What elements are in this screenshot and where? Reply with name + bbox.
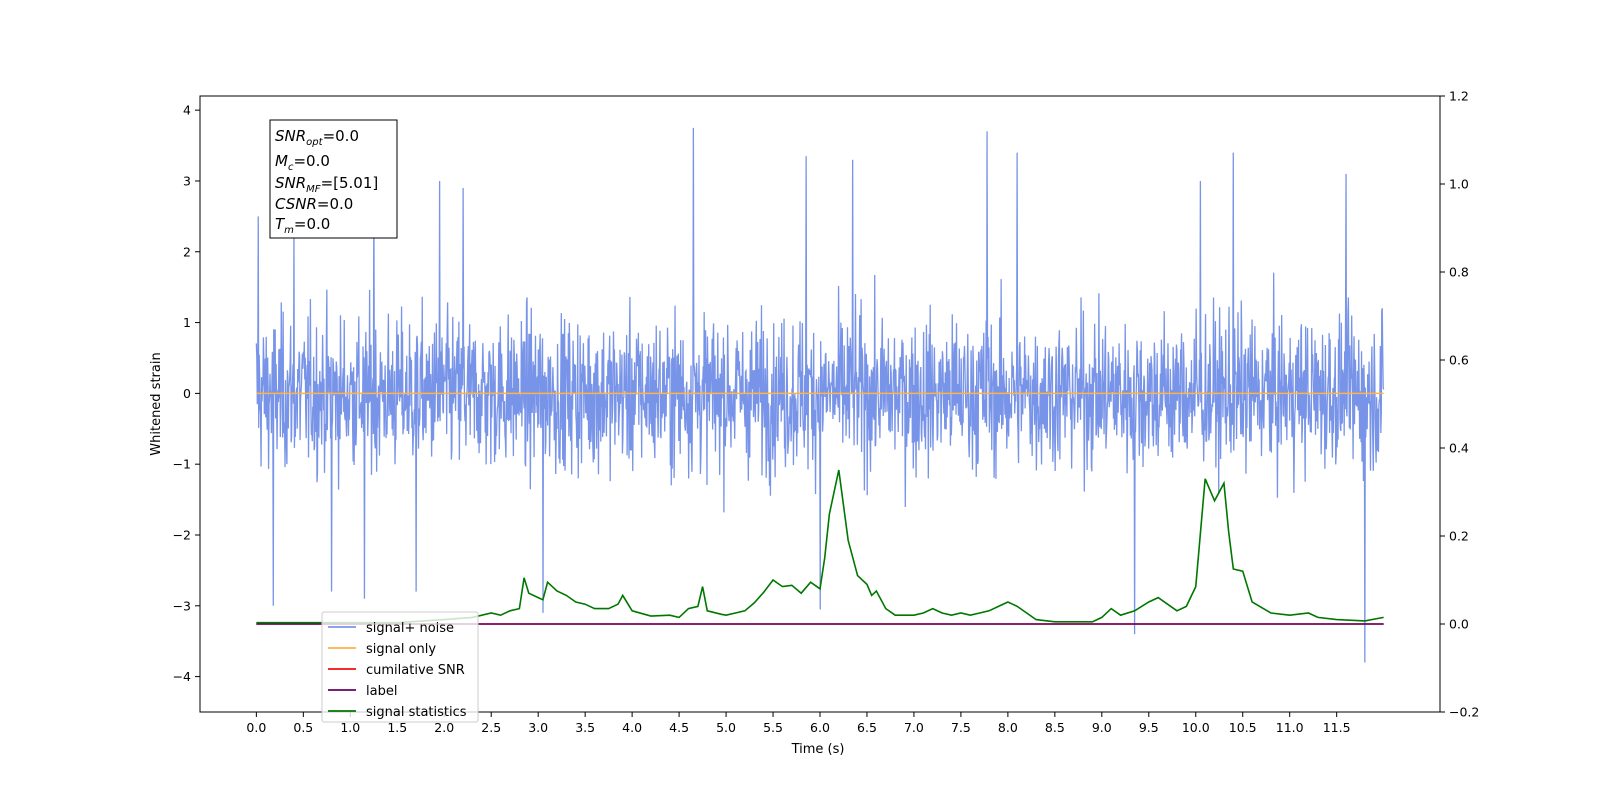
legend-frame bbox=[321, 611, 479, 723]
y-tick-label: 1 bbox=[183, 315, 191, 330]
y-tick-label: 2 bbox=[183, 244, 191, 259]
annotation-csnr: CSNR=0.0 bbox=[275, 195, 353, 213]
annotation-snr-opt: SNRopt=0.0 bbox=[275, 127, 359, 148]
x-tick-label: 11.5 bbox=[1323, 720, 1351, 735]
x-tick-label: 3.0 bbox=[528, 720, 548, 735]
y-tick-label: −3 bbox=[173, 598, 191, 613]
y-tick-label: 3 bbox=[183, 173, 191, 188]
y2-tick-label: 0.8 bbox=[1449, 265, 1469, 280]
y-axis-label: Whitened strain bbox=[149, 352, 164, 455]
y2-tick-label: 0.2 bbox=[1449, 529, 1469, 544]
y2-tick-label: −0.2 bbox=[1449, 705, 1479, 720]
x-tick-label: 2.0 bbox=[434, 720, 454, 735]
x-tick-label: 2.5 bbox=[481, 720, 501, 735]
x-axis-label: Time (s) bbox=[791, 742, 845, 757]
y2-tick-label: 0.6 bbox=[1449, 353, 1469, 368]
legend-label: cumilative SNR bbox=[366, 663, 465, 678]
x-tick-label: 10.5 bbox=[1229, 720, 1257, 735]
x-tick-label: 1.0 bbox=[340, 720, 360, 735]
x-tick-label: 5.5 bbox=[763, 720, 783, 735]
y-axis-ticks: 4 3 2 1 0 −1 −2 −3 −4 bbox=[173, 103, 200, 684]
x-tick-label: 9.0 bbox=[1092, 720, 1112, 735]
annotation-mc: Mc=0.0 bbox=[275, 152, 330, 173]
annotation-snr-mf: SNRMF=[5.01] bbox=[275, 174, 378, 195]
y-tick-label: −1 bbox=[173, 457, 191, 472]
x-tick-label: 8.5 bbox=[1045, 720, 1065, 735]
x-tick-label: 10.0 bbox=[1182, 720, 1210, 735]
y2-tick-label: 1.0 bbox=[1449, 177, 1469, 192]
x-tick-label: 9.5 bbox=[1139, 720, 1159, 735]
annotation-tm: Tm=0.0 bbox=[275, 215, 330, 236]
x-tick-label: 4.0 bbox=[622, 720, 642, 735]
y-tick-label: 4 bbox=[183, 103, 191, 118]
x-tick-label: 7.0 bbox=[904, 720, 924, 735]
y-tick-label: 0 bbox=[183, 386, 191, 401]
annotation-box: SNRopt=0.0 Mc=0.0 SNRMF=[5.01] CSNR=0.0 … bbox=[269, 119, 398, 239]
x-tick-label: 5.0 bbox=[716, 720, 736, 735]
y-tick-label: −2 bbox=[173, 527, 191, 542]
y2-tick-label: 1.2 bbox=[1449, 89, 1469, 104]
legend-label: signal statistics bbox=[366, 705, 467, 720]
y2-tick-label: 0.4 bbox=[1449, 441, 1469, 456]
legend-label: label bbox=[366, 684, 397, 699]
x-tick-label: 8.0 bbox=[998, 720, 1018, 735]
x-tick-label: 7.5 bbox=[951, 720, 971, 735]
y2-axis-ticks: 1.2 1.0 0.8 0.6 0.4 0.2 0.0 −0.2 bbox=[1440, 89, 1479, 720]
x-tick-label: 0.0 bbox=[246, 720, 266, 735]
x-tick-label: 3.5 bbox=[575, 720, 595, 735]
x-tick-label: 6.0 bbox=[810, 720, 830, 735]
series-signal-statistics bbox=[256, 469, 1384, 624]
x-tick-label: 4.5 bbox=[669, 720, 689, 735]
legend: signal+ noise signal only cumilative SNR la… bbox=[321, 611, 479, 723]
x-tick-label: 0.5 bbox=[293, 720, 313, 735]
legend-label: signal+ noise bbox=[366, 621, 454, 636]
x-axis-ticks: 0.0 0.5 1.0 1.5 2.0 2.5 3.0 3.5 4.0 4.5 5.0 5.5 6.0 6… bbox=[246, 712, 1351, 735]
y-tick-label: −4 bbox=[173, 669, 191, 684]
signal-noise-series bbox=[255, 127, 1385, 663]
y2-tick-label: 0.0 bbox=[1449, 617, 1469, 632]
x-tick-label: 11.0 bbox=[1276, 720, 1304, 735]
x-tick-label: 6.5 bbox=[857, 720, 877, 735]
legend-label: signal only bbox=[366, 642, 436, 657]
x-tick-label: 1.5 bbox=[387, 720, 407, 735]
series-signal-noise bbox=[255, 127, 1385, 663]
